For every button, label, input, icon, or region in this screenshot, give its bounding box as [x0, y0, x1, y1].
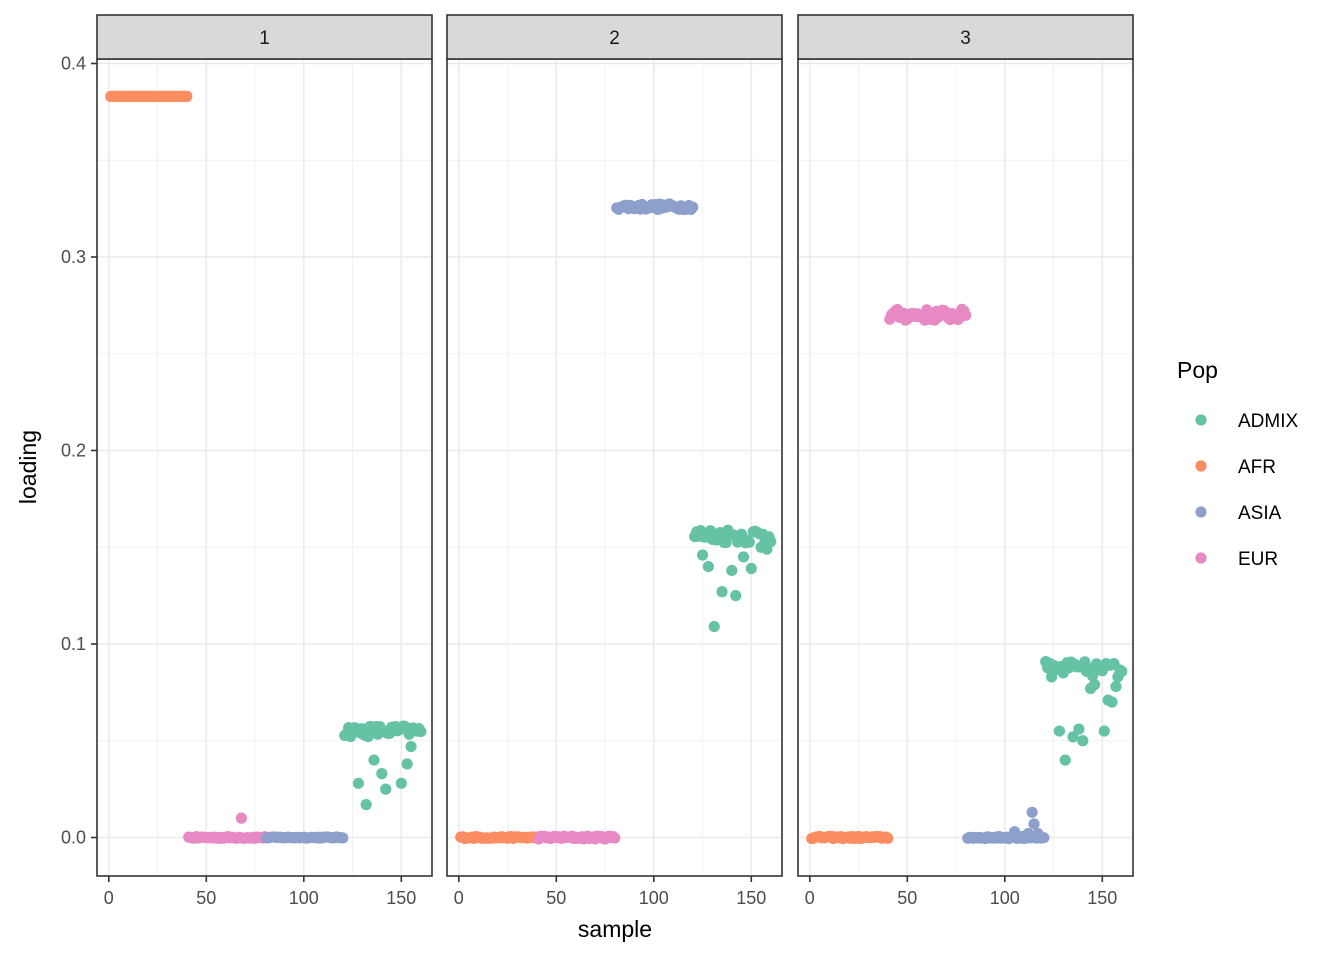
legend: Pop ADMIX AFR ASIA EUR: [1177, 357, 1299, 570]
point-afr: [882, 832, 894, 844]
point-admix: [376, 768, 388, 780]
series-admix: [339, 720, 427, 811]
panel-1: 1: [96, 14, 433, 877]
x-tick-label: 50: [196, 888, 216, 908]
series-asia: [261, 831, 349, 844]
point-afr: [181, 90, 193, 102]
strip-1: [96, 14, 433, 60]
point-admix: [1088, 679, 1101, 691]
series-admix: [689, 524, 777, 633]
x-tick-label: 100: [289, 888, 319, 908]
y-tick-label: 0.2: [61, 441, 86, 461]
point-admix: [1106, 696, 1118, 708]
y-tick-label: 0.4: [61, 54, 86, 74]
strip-3: [797, 14, 1134, 60]
point-asia: [1028, 818, 1040, 830]
panel-background: [447, 59, 782, 876]
legend-item-admix: ADMIX: [1195, 411, 1299, 432]
x-tick-label: 0: [454, 888, 464, 908]
strip-2: [446, 14, 783, 60]
legend-label: EUR: [1238, 549, 1278, 570]
x-tick-label: 150: [386, 888, 416, 908]
point-admix: [716, 586, 728, 598]
legend-label: ADMIX: [1238, 411, 1299, 432]
legend-key: [1195, 460, 1207, 472]
legend-label: ASIA: [1238, 503, 1282, 524]
point-admix: [765, 535, 777, 548]
panel-3: 3: [797, 14, 1134, 877]
point-admix: [730, 590, 742, 602]
point-admix: [415, 725, 427, 738]
point-admix: [702, 561, 715, 573]
point-admix: [405, 740, 417, 753]
legend-key: [1195, 414, 1207, 426]
point-asia: [1038, 832, 1050, 844]
x-tick-label: 50: [546, 888, 566, 908]
x-tick-label: 50: [897, 888, 917, 908]
point-eur: [235, 812, 247, 824]
legend-item-eur: EUR: [1195, 549, 1278, 570]
legend-item-asia: ASIA: [1195, 503, 1282, 524]
point-admix: [1077, 735, 1089, 747]
legend-key: [1195, 506, 1207, 518]
series-afr: [455, 830, 543, 845]
point-admix: [743, 536, 755, 548]
point-admix: [1116, 665, 1128, 677]
y-axis-title: loading: [15, 430, 41, 504]
axes-layer: 0 50 100 150 0 50 100 150 0 50 100 150 0.0 0.1 0.2 0.3 0…: [61, 54, 1117, 909]
point-admix: [1067, 731, 1079, 743]
x-tick-label: 0: [104, 888, 114, 908]
point-admix: [745, 562, 757, 575]
point-admix: [708, 620, 720, 633]
point-asia: [337, 832, 349, 844]
legend-title: Pop: [1177, 357, 1218, 383]
series-eur: [533, 830, 621, 845]
y-tick-label: 0.0: [61, 828, 86, 848]
legend-item-afr: AFR: [1195, 457, 1276, 478]
series-eur: [884, 303, 972, 326]
panel-background: [798, 59, 1133, 876]
series-asia: [962, 806, 1050, 845]
point-admix: [401, 758, 413, 770]
point-admix: [360, 799, 372, 811]
point-admix: [380, 783, 392, 795]
point-admix: [1059, 754, 1071, 766]
point-admix: [1098, 725, 1110, 737]
panel-2: 2: [446, 14, 783, 877]
y-tick-label: 0.1: [61, 634, 86, 654]
legend-label: AFR: [1238, 457, 1276, 478]
point-admix: [696, 549, 709, 561]
y-tick-label: 0.3: [61, 247, 86, 267]
point-admix: [352, 777, 364, 789]
point-admix: [1073, 723, 1085, 735]
point-admix: [1053, 725, 1065, 737]
series-afr: [105, 90, 193, 102]
point-asia: [1026, 806, 1038, 818]
panel-background: [97, 59, 432, 876]
point-admix: [726, 564, 738, 577]
panels-layer: 1 2 3: [96, 14, 1134, 877]
point-asia: [687, 201, 699, 213]
point-admix: [368, 754, 380, 766]
x-tick-label: 0: [805, 888, 815, 908]
series-admix: [1040, 656, 1128, 766]
point-admix: [737, 551, 750, 563]
series-afr: [806, 830, 894, 845]
series-asia: [611, 198, 699, 216]
point-admix: [1046, 671, 1058, 683]
point-admix: [395, 777, 407, 789]
point-eur: [609, 832, 621, 844]
point-admix: [1110, 680, 1122, 693]
strip-label: 3: [960, 28, 971, 49]
x-tick-label: 100: [639, 888, 669, 908]
strip-label: 2: [609, 28, 620, 49]
strip-label: 1: [259, 28, 270, 49]
x-tick-label: 150: [736, 888, 766, 908]
x-axis-title: sample: [578, 916, 652, 942]
x-tick-label: 150: [1087, 888, 1117, 908]
x-tick-label: 100: [990, 888, 1020, 908]
legend-key: [1195, 552, 1207, 564]
point-eur: [960, 309, 972, 321]
